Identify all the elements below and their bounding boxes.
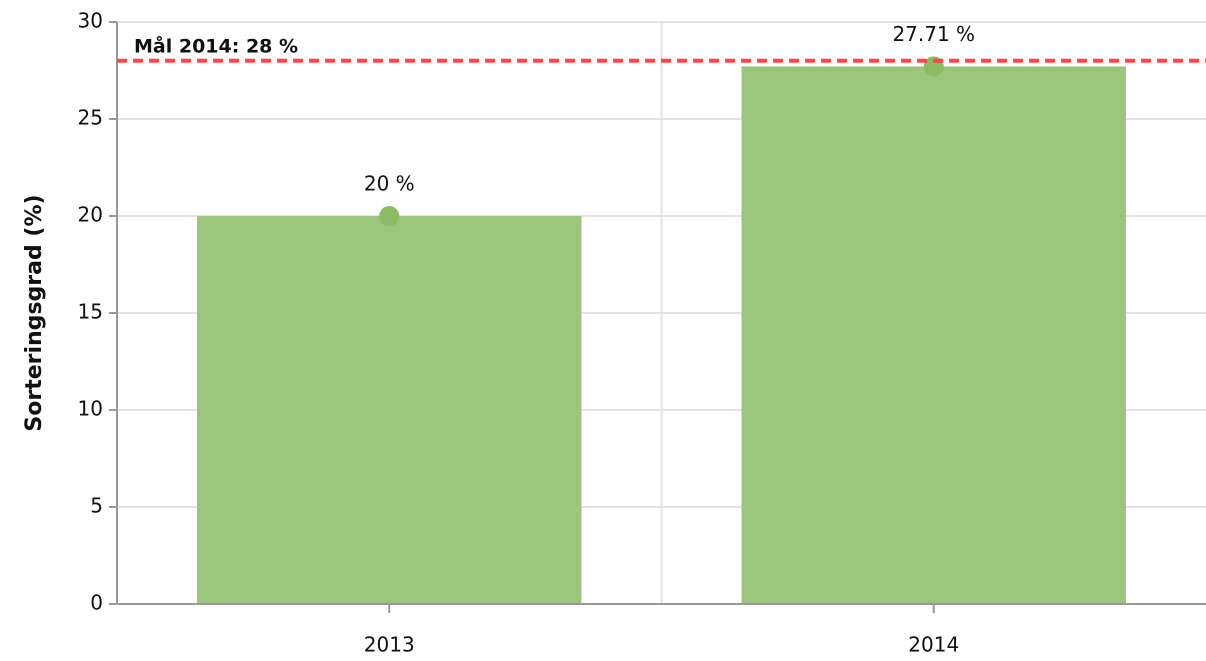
value-label: 27.71 % <box>892 22 975 46</box>
y-tick-label: 20 <box>78 203 103 227</box>
y-tick-label: 25 <box>78 106 103 130</box>
target-label: Mål 2014: 28 % <box>134 33 298 57</box>
bar <box>741 66 1126 604</box>
marker <box>379 206 400 226</box>
bar <box>197 216 582 604</box>
y-tick-label: 5 <box>90 494 103 518</box>
y-tick-label: 0 <box>90 591 103 615</box>
y-tick-label: 10 <box>78 397 103 421</box>
y-tick-label: 30 <box>78 9 103 33</box>
x-tick-label: 2014 <box>908 633 959 657</box>
x-tick-label: 2013 <box>364 633 415 657</box>
y-axis-label: Sorteringsgrad (%) <box>22 194 47 431</box>
value-label: 20 % <box>364 172 415 196</box>
y-tick-label: 15 <box>78 300 103 324</box>
